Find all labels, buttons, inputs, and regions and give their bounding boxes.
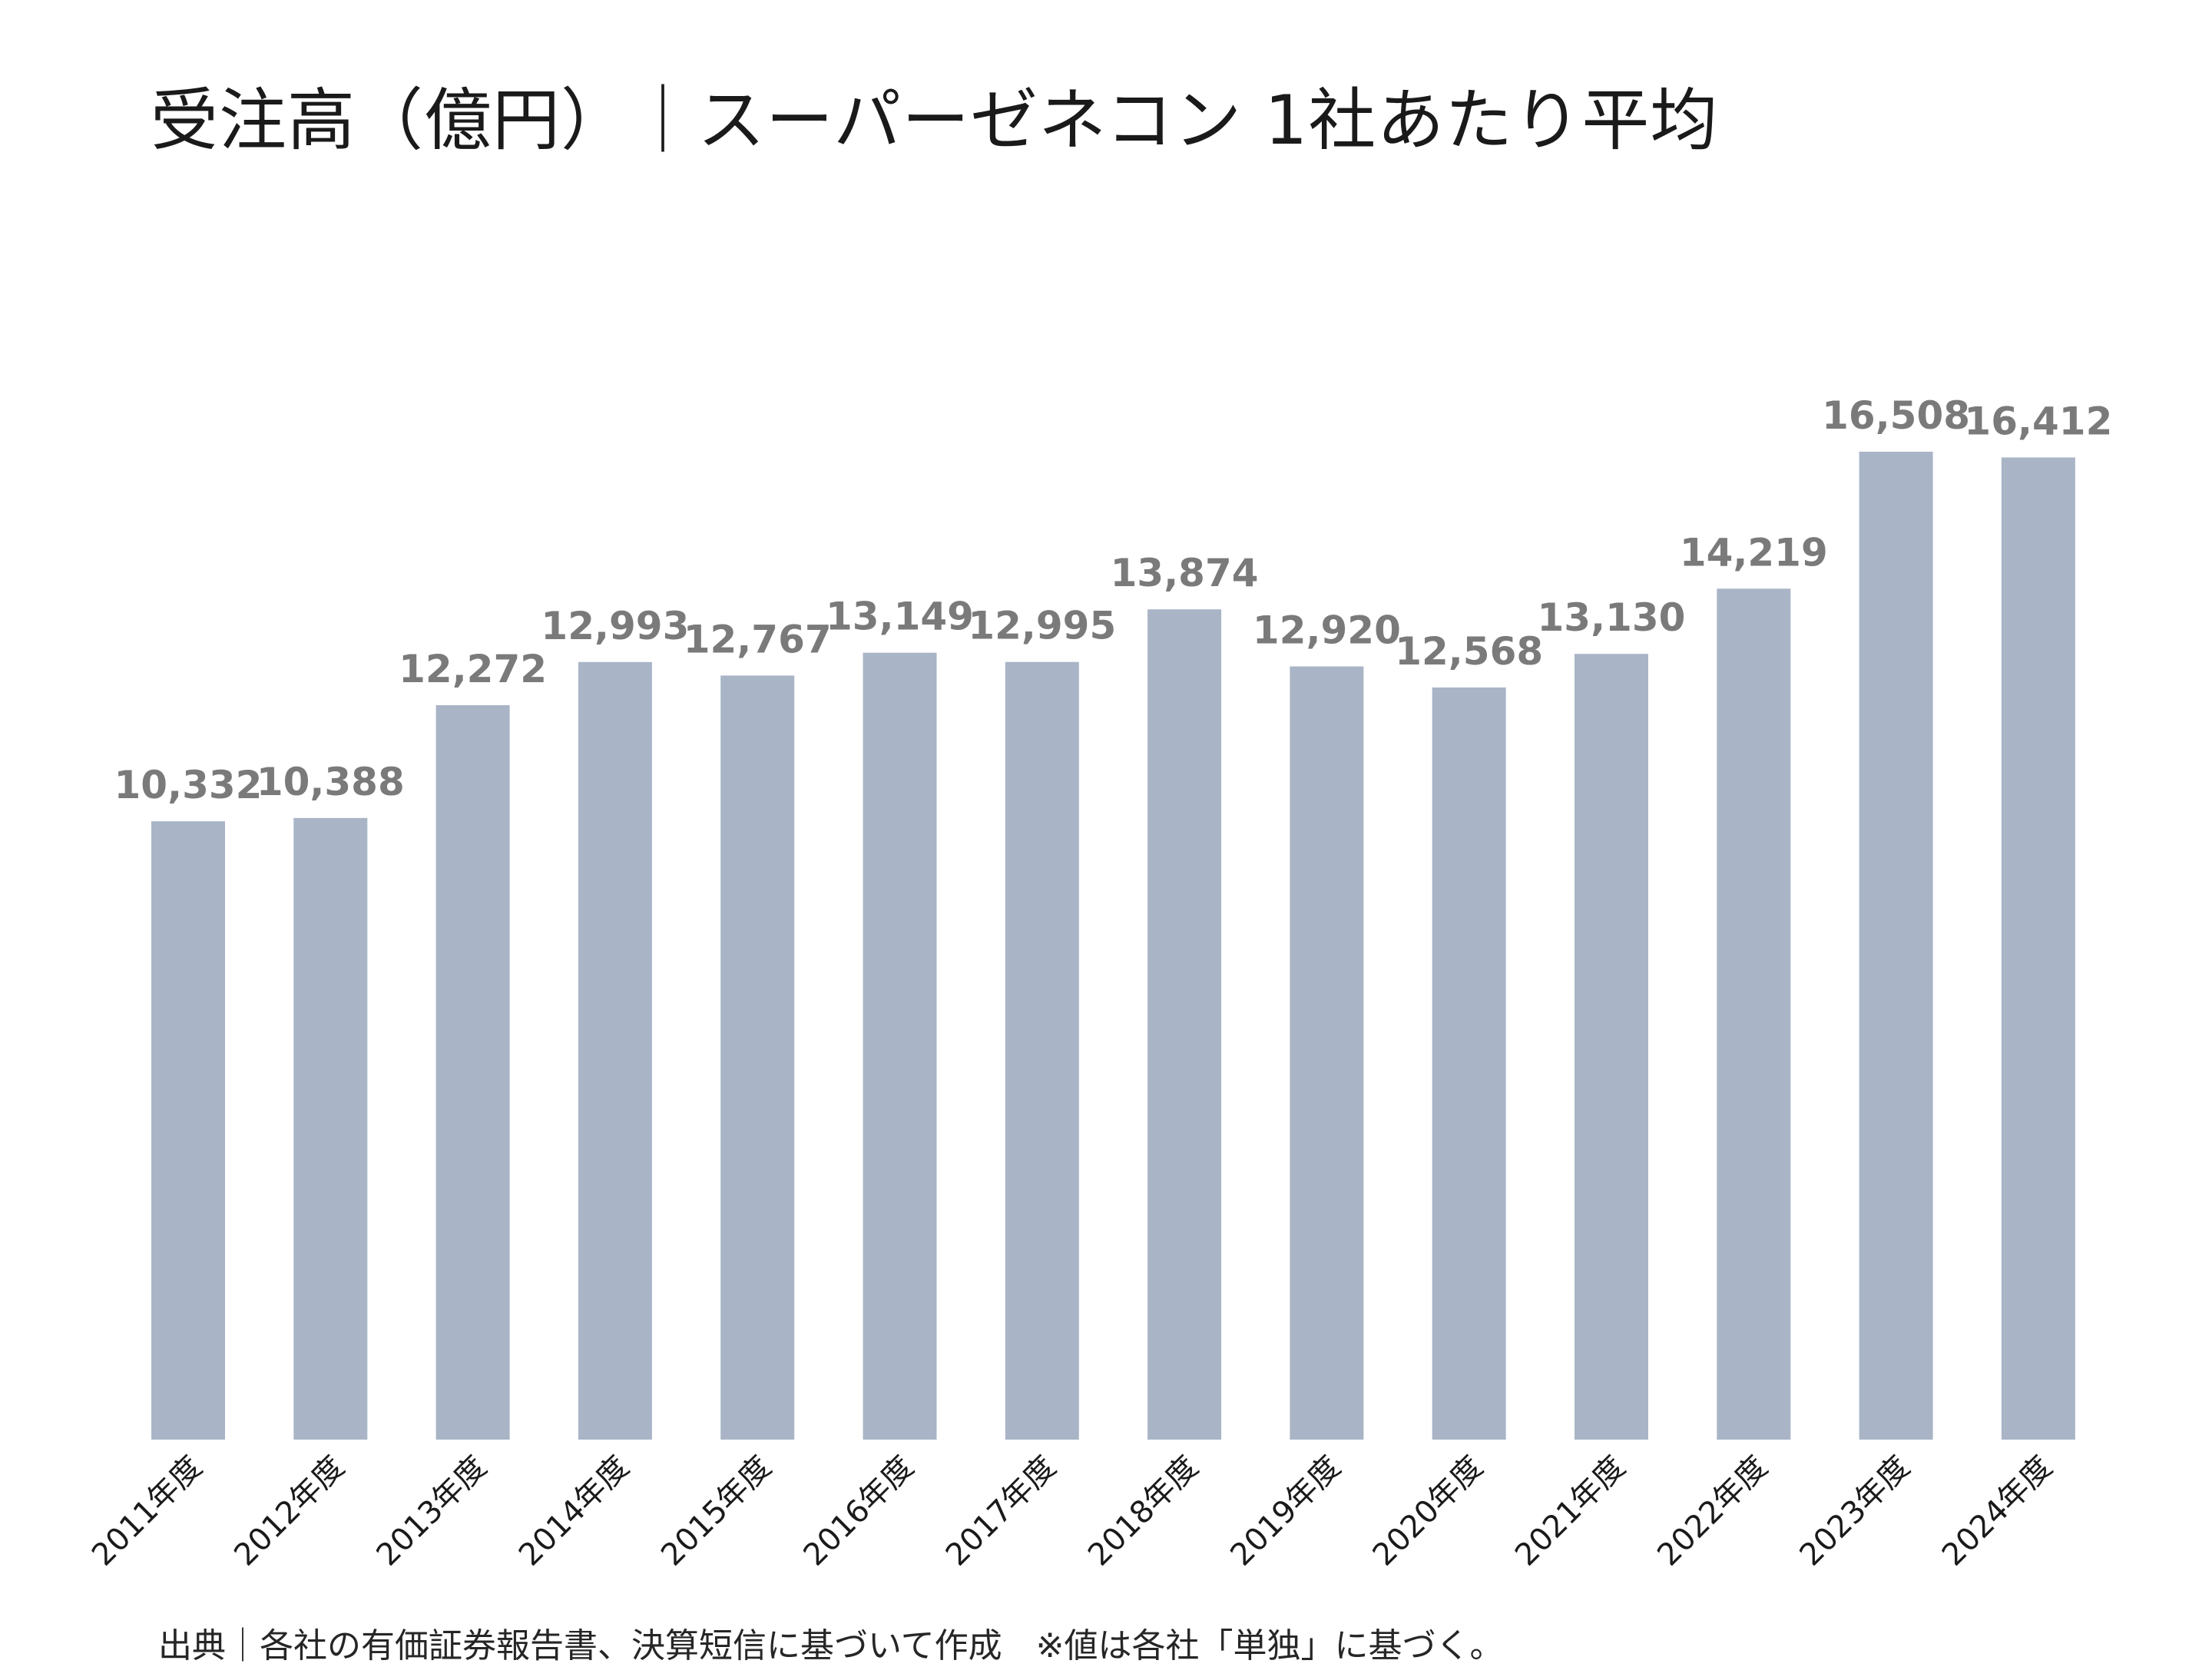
value-label: 12,767: [684, 617, 832, 661]
x-tick-label: 2016年度: [796, 1450, 920, 1573]
x-tick-labels: 2011年度 2012年度 2013年度 2014年度 2015年度 2016年度 2017…: [85, 1450, 2059, 1573]
bar-2022年度: [1717, 588, 1791, 1440]
bar-2017年度: [1005, 661, 1079, 1440]
x-tick-label: 2012年度: [227, 1450, 351, 1573]
bar-2012年度: [293, 817, 368, 1440]
bar-2018年度: [1147, 609, 1222, 1440]
value-label: 13,874: [1111, 551, 1259, 595]
bar-2016年度: [863, 652, 937, 1440]
bar-2023年度: [1859, 452, 1933, 1440]
value-labels-layer: 10,33210,38812,27212,99312,76713,14912,9…: [114, 393, 2113, 807]
x-tick-label: 2014年度: [512, 1450, 636, 1573]
x-tick-label: 2018年度: [1081, 1450, 1205, 1573]
value-label: 14,219: [1680, 530, 1828, 575]
value-label: 16,412: [1964, 399, 2112, 444]
value-label: 12,995: [968, 604, 1116, 648]
x-tick-label: 2023年度: [1793, 1450, 1917, 1573]
bar-2014年度: [578, 661, 652, 1440]
bar-2015年度: [720, 675, 795, 1440]
value-label: 12,272: [399, 647, 547, 691]
bar-2013年度: [435, 705, 510, 1440]
value-label: 12,993: [541, 604, 689, 648]
x-tick-label: 2020年度: [1366, 1450, 1490, 1573]
value-label: 12,568: [1395, 629, 1543, 674]
value-label: 10,332: [114, 763, 263, 807]
x-tick-label: 2019年度: [1224, 1450, 1347, 1573]
bar-2024年度: [2001, 457, 2075, 1440]
chart-title: 受注高（億円）｜スーパーゼネコン 1社あたり平均: [151, 81, 1719, 160]
x-tick-label: 2021年度: [1508, 1450, 1632, 1573]
bar-2019年度: [1290, 666, 1364, 1440]
value-label: 12,920: [1253, 608, 1401, 653]
source-note: 出典｜各社の有価証券報告書、決算短信に基づいて作成 ※値は各社「単独」に基づく。: [158, 1626, 1504, 1665]
x-tick-label: 2013年度: [370, 1450, 494, 1573]
x-tick-label: 2017年度: [939, 1450, 1063, 1573]
x-tick-label: 2011年度: [85, 1450, 209, 1573]
value-label: 13,130: [1538, 595, 1686, 640]
value-label: 10,388: [257, 760, 405, 804]
bar-2021年度: [1575, 654, 1648, 1440]
value-label: 16,508: [1822, 393, 1970, 438]
bars-layer: [151, 452, 2075, 1440]
x-tick-label: 2024年度: [1936, 1450, 2059, 1573]
bar-2020年度: [1432, 687, 1506, 1440]
value-label: 13,149: [826, 595, 974, 639]
x-tick-label: 2022年度: [1651, 1450, 1774, 1573]
bar-2011年度: [151, 821, 225, 1440]
x-tick-label: 2015年度: [654, 1450, 778, 1573]
